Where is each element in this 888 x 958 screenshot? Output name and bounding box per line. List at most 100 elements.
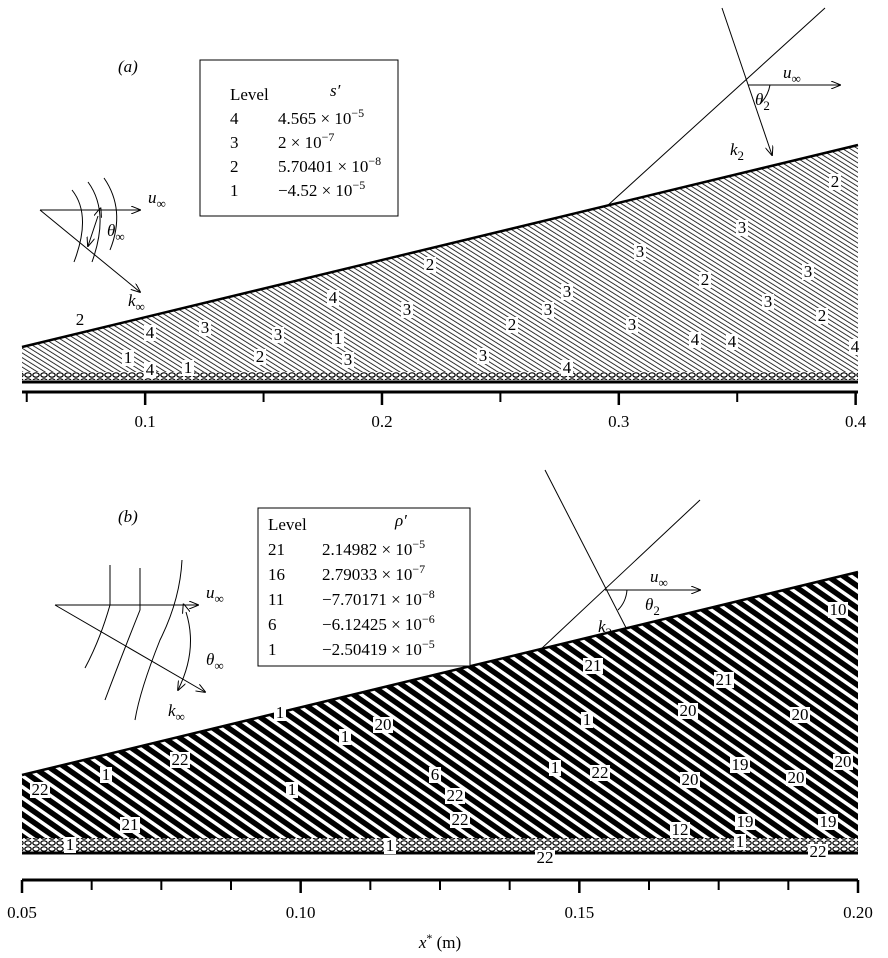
contour-label: 19 <box>732 755 749 774</box>
contour-label-bg <box>30 782 50 798</box>
contour-label: 22 <box>592 763 609 782</box>
legend-exponent: −8 <box>422 587 435 601</box>
wave-k-label-base: k <box>730 140 738 159</box>
contour-label-bg <box>535 850 555 866</box>
legend-level: 4 <box>230 109 239 128</box>
legend-exponent: −5 <box>351 106 364 120</box>
legend-box <box>199 59 399 217</box>
contour-label: 3 <box>764 292 773 311</box>
x-tick-label: 0.1 <box>135 412 156 431</box>
legend-header: s′ <box>330 81 341 100</box>
contour-label: 1 <box>334 329 343 348</box>
contour-label-bg <box>342 352 354 368</box>
wave-theta-label-base: θ <box>645 595 653 614</box>
freestream-u-label-sub: ∞ <box>157 196 166 211</box>
legend-level: 3 <box>230 133 239 152</box>
legend-value: 2.79033 × 10−7 <box>322 562 425 584</box>
legend-level: 1 <box>230 181 239 200</box>
legend-value: −4.52 × 10−5 <box>278 178 365 200</box>
contour-label-bg <box>828 602 848 618</box>
contour-label-bg <box>735 814 755 830</box>
contour-label-bg <box>450 812 470 828</box>
contour-label: 1 <box>66 835 75 854</box>
contour-label: 6 <box>431 765 440 784</box>
contour-label-bg <box>634 244 646 260</box>
x-axis-label: x* (m) <box>418 931 461 952</box>
legend-level: 1 <box>268 640 277 659</box>
wave-u-label: u∞ <box>783 63 801 86</box>
contour-label: 3 <box>201 318 210 337</box>
freestream-theta-label-sub: ∞ <box>214 658 223 673</box>
contour-label: 2 <box>76 310 85 329</box>
legend-mantissa: −6.12425 × 10 <box>322 615 422 634</box>
contour-label: 1 <box>583 710 592 729</box>
wave-u-label-base: u <box>783 63 792 82</box>
legend-box <box>257 507 471 667</box>
wave-theta-label-base: θ <box>755 90 763 109</box>
wavefront-curve <box>84 565 111 669</box>
freestream-theta-label-sub: ∞ <box>115 229 124 244</box>
legend-mantissa: −2.50419 × 10 <box>322 640 422 659</box>
contour-label: 20 <box>835 752 852 771</box>
x-tick-label: 0.05 <box>7 903 37 922</box>
freestream-k-arrow <box>39 209 140 292</box>
legend-header: Level <box>268 515 307 534</box>
contour-label: 3 <box>636 242 645 261</box>
boundary-layer <box>22 838 858 852</box>
contour-label-bg <box>100 767 112 783</box>
x-tick-label: 0.10 <box>286 903 316 922</box>
contour-label-bg <box>384 838 396 854</box>
wave-theta-label-sub: 2 <box>653 603 660 618</box>
legend-value: 2 × 10−7 <box>278 130 334 152</box>
contour-label-bg <box>581 712 593 728</box>
legend-exponent: −6 <box>422 612 435 626</box>
freestream-u-label-sub: ∞ <box>215 591 224 606</box>
legend-value: −7.70171 × 10−8 <box>322 587 435 609</box>
contour-label-bg <box>816 308 828 324</box>
contour-label: 2 <box>831 172 840 191</box>
shock-line <box>21 570 859 777</box>
contour-label: 21 <box>716 670 733 689</box>
freestream-k-label-base: k <box>128 291 136 310</box>
contour-label-bg <box>583 658 603 674</box>
contour-label-bg <box>144 362 156 378</box>
x-tick-label: 0.20 <box>843 903 873 922</box>
contour-label: 22 <box>32 780 49 799</box>
contour-field <box>22 572 858 850</box>
wavefront-curve <box>104 568 141 701</box>
contour-label-bg <box>144 325 156 341</box>
contour-label: 20 <box>680 701 697 720</box>
contour-label-bg <box>542 302 554 318</box>
contour-label: 20 <box>375 715 392 734</box>
wave-angle-arc <box>759 84 771 105</box>
contour-label-bg <box>424 257 436 273</box>
contour-label: 20 <box>792 705 809 724</box>
contour-label: 4 <box>851 337 860 356</box>
contour-label: 3 <box>274 325 283 344</box>
wave-k-label: k2 <box>730 140 744 163</box>
contour-label-bg <box>254 349 266 365</box>
freestream-theta-label: θ∞ <box>206 650 224 673</box>
freestream-theta-label-base: θ <box>206 650 214 669</box>
legend-value: 4.565 × 10−5 <box>278 106 364 128</box>
wavefront-curve <box>103 177 118 251</box>
wavefront-curve <box>87 181 101 263</box>
contour-label: 3 <box>403 300 412 319</box>
contour-label: 4 <box>563 358 572 377</box>
wave-theta-label: θ2 <box>755 90 770 113</box>
freestream-u-label-base: u <box>206 583 215 602</box>
legend-mantissa: −7.70171 × 10 <box>322 590 422 609</box>
contour-label: 22 <box>447 786 464 805</box>
legend-mantissa: 2.79033 × 10 <box>322 565 412 584</box>
contour-label-bg <box>726 334 738 350</box>
legend-mantissa: 2.14982 × 10 <box>322 540 412 559</box>
freestream-theta-label-base: θ <box>107 221 115 240</box>
contour-label: 4 <box>728 332 737 351</box>
contour-label-bg <box>506 317 518 333</box>
legend-exponent: −7 <box>412 562 425 576</box>
freestream-k-label: k∞ <box>128 291 145 314</box>
legend-mantissa: 4.565 × 10 <box>278 109 351 128</box>
freestream-u-label: u∞ <box>148 188 166 211</box>
contour-label: 2 <box>508 315 517 334</box>
freestream-k-label-base: k <box>168 701 176 720</box>
